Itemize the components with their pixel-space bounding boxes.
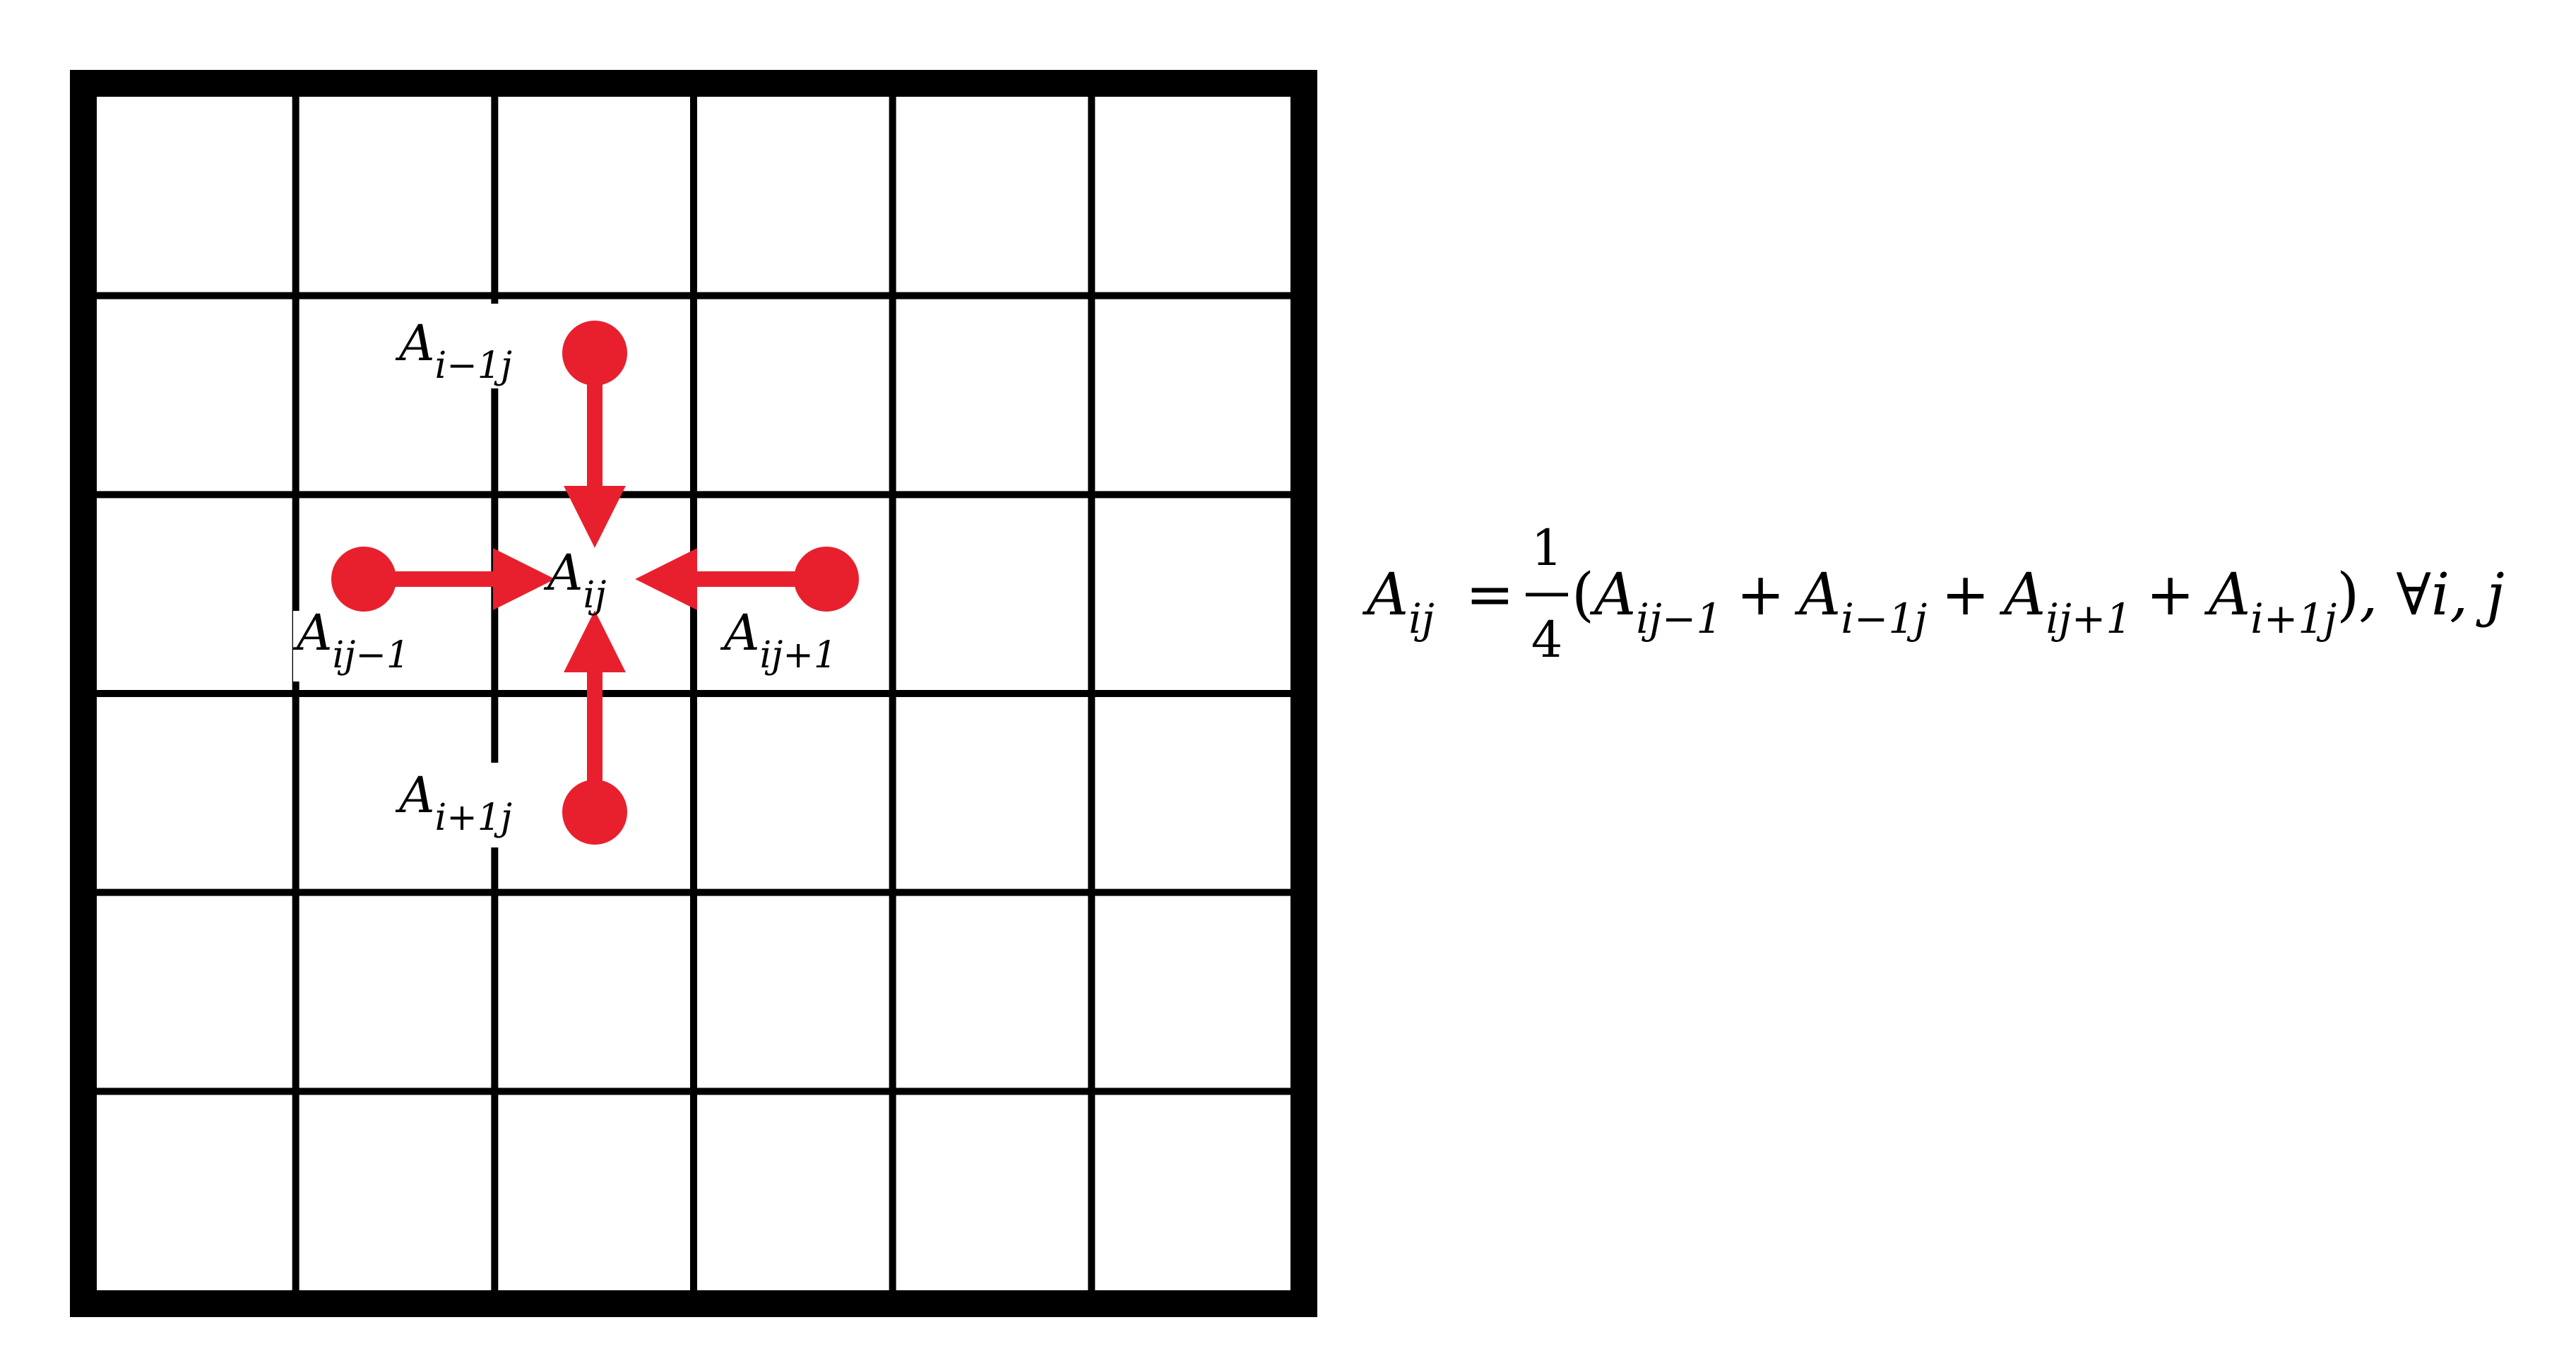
node-up	[562, 321, 627, 386]
grid-lines	[97, 97, 1290, 1290]
label-bg-up	[392, 304, 547, 388]
node-right	[794, 547, 859, 612]
grid-outer-frame	[70, 70, 1317, 1317]
equation-body: (Aij−1 + Ai−1j + Aij+1 + Ai+1j), ∀i, j	[1572, 561, 2505, 643]
label-bg-down	[392, 763, 547, 847]
equation-equals: =	[1466, 561, 1514, 629]
fraction-denominator: 4	[1531, 611, 1563, 669]
stencil-arrows	[331, 321, 859, 845]
label-bg-center	[547, 540, 636, 618]
label-right: Aij+1	[720, 604, 837, 677]
equation-lhs: Aij	[1362, 561, 1435, 643]
label-down: Ai+1j	[395, 766, 512, 839]
label-center: Aij	[543, 544, 606, 617]
label-left: Aij−1	[292, 604, 410, 677]
label-bg-right	[720, 611, 879, 682]
label-bg-left	[293, 611, 452, 682]
averaging-equation: Aij = 1 4 (Aij−1 + Ai−1j + Aij+1 + Ai+1j), ∀i,…	[1362, 519, 2505, 669]
node-left	[331, 547, 396, 612]
fraction-numerator: 1	[1531, 519, 1563, 577]
label-up: Ai−1j	[395, 314, 512, 387]
node-down	[562, 780, 627, 845]
